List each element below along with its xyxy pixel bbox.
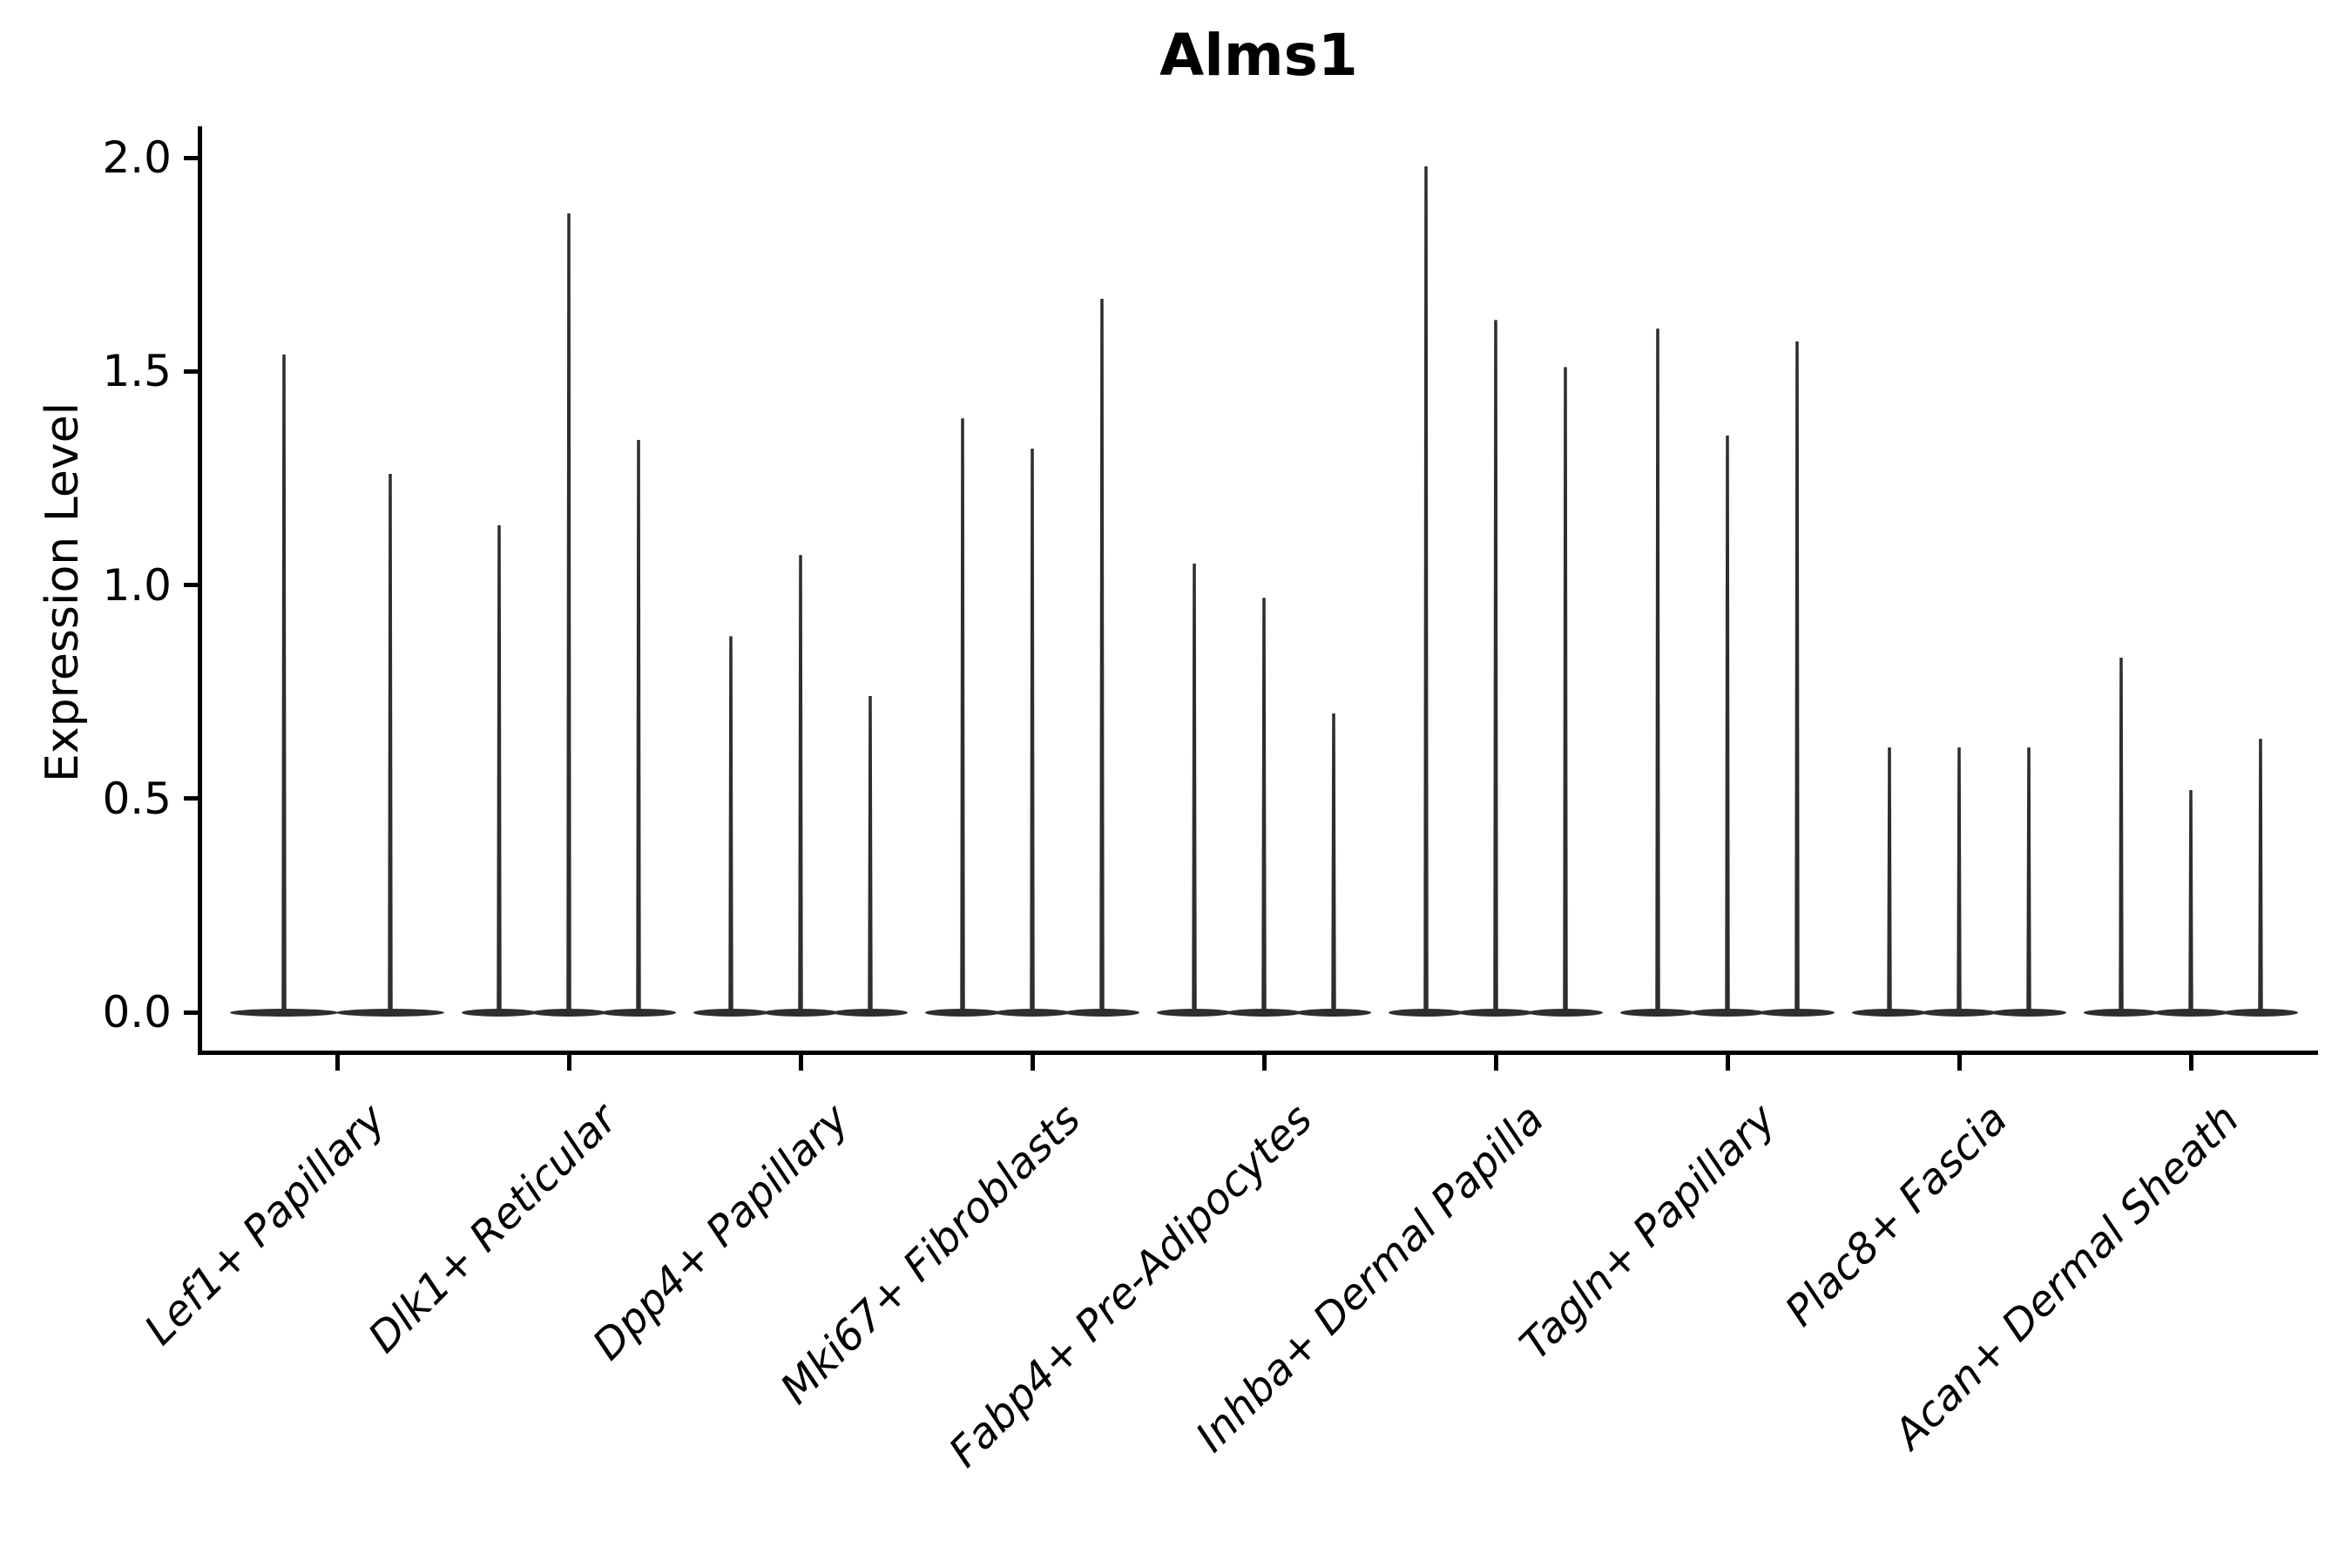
y-tick-label: 0.5 [102, 773, 172, 824]
y-tick-mark [184, 155, 198, 160]
violin-spike [1261, 598, 1267, 1015]
violin-spike [1794, 341, 1800, 1015]
violin-spike [388, 473, 393, 1015]
violin-spike [2026, 747, 2031, 1015]
x-tick-mark [1030, 1055, 1035, 1071]
violin-spike [2188, 789, 2193, 1015]
x-tick-label: Fabp4+ Pre-Adipocytes [939, 1094, 1322, 1477]
violin-spike [1887, 747, 1892, 1015]
x-tick-label: Dpp4+ Papillary [583, 1094, 859, 1370]
violin-spike [1563, 367, 1568, 1015]
y-tick-mark [184, 368, 198, 374]
x-tick-mark [1957, 1055, 1962, 1071]
violin-spike [728, 636, 733, 1015]
x-tick-label: Inhba+ Dermal Papilla [1186, 1094, 1554, 1462]
violin-spike [1957, 747, 1962, 1015]
y-tick-label: 1.5 [102, 346, 172, 397]
x-tick-label: Acan+ Dermal Sheath [1884, 1094, 2249, 1459]
violin-spike [1099, 298, 1105, 1015]
x-tick-mark [566, 1055, 571, 1071]
violin-spike [636, 439, 641, 1015]
y-axis-spine [198, 126, 202, 1055]
x-tick-mark [335, 1055, 340, 1071]
x-tick-label: Plac8+ Fascia [1775, 1094, 2017, 1336]
y-tick-mark [184, 583, 198, 587]
violin-spike [1423, 166, 1429, 1015]
x-tick-label: Mki67+ Fibroblasts [771, 1094, 1091, 1414]
violin-spike [798, 555, 803, 1015]
x-axis-spine [198, 1051, 2318, 1055]
y-tick-mark [184, 1010, 198, 1015]
violin-spike [281, 354, 287, 1015]
violin-spike [1030, 448, 1035, 1015]
x-tick-mark [1725, 1055, 1730, 1071]
violin-spike [1331, 713, 1336, 1015]
violin-spike [868, 696, 873, 1015]
violin-spike [1655, 328, 1660, 1015]
violin-spike [1725, 435, 1730, 1015]
x-tick-mark [1493, 1055, 1498, 1071]
x-tick-label: Tagln+ Papillary [1511, 1094, 1786, 1369]
y-tick-label: 1.0 [102, 559, 172, 611]
y-tick-label: 2.0 [102, 132, 172, 183]
violin-spike [1493, 320, 1498, 1015]
x-tick-mark [1261, 1055, 1267, 1071]
violin-spike [566, 213, 571, 1015]
y-tick-label: 0.0 [102, 987, 172, 1037]
x-tick-label: Dlk1+ Reticular [359, 1094, 627, 1362]
x-tick-mark [2188, 1055, 2193, 1071]
violin-spike [2258, 739, 2263, 1015]
violin-spike [1192, 563, 1197, 1015]
y-tick-mark [184, 796, 198, 801]
x-tick-mark [798, 1055, 803, 1071]
violin-spike [960, 418, 965, 1015]
chart-title: Alms1 [1159, 22, 1358, 89]
violin-spike [497, 524, 502, 1015]
violin-spike [2119, 657, 2124, 1015]
